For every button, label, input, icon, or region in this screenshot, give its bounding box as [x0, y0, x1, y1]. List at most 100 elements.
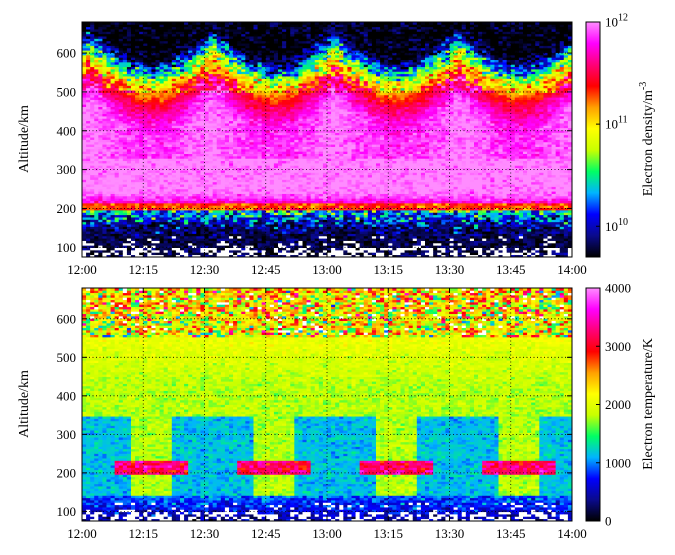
density-heatmap-cell [147, 214, 152, 218]
density-heatmap-cell [192, 195, 197, 199]
density-heatmap-cell [106, 59, 111, 63]
density-heatmap-cell [82, 188, 87, 192]
density-heatmap-cell [98, 146, 103, 150]
density-heatmap-cell [135, 69, 140, 72]
density-heatmap-cell [110, 139, 116, 143]
density-heatmap-cell [175, 54, 181, 58]
density-heatmap-cell [110, 134, 116, 138]
density-heatmap-cell [212, 202, 218, 206]
density-heatmap-cell [131, 163, 136, 166]
density-heatmap-cell [159, 73, 165, 77]
density-heatmap-cell [126, 188, 132, 192]
density-heatmap-cell [122, 38, 128, 42]
density-heatmap-cell [171, 146, 177, 150]
density-heatmap-cell [159, 57, 165, 60]
density-heatmap-cell [122, 45, 128, 49]
density-heatmap-cell [163, 235, 169, 239]
density-heatmap-cell [220, 52, 226, 56]
density-heatmap-cell [278, 120, 283, 124]
density-heatmap-cell [253, 195, 258, 199]
density-heatmap-cell [241, 221, 246, 225]
density-heatmap-cell [147, 99, 152, 103]
density-heatmap-cell [216, 31, 222, 35]
density-heatmap-cell [155, 205, 160, 209]
density-heatmap-cell [131, 69, 136, 72]
density-heatmap-cell [216, 226, 222, 230]
density-heatmap-cell [90, 193, 95, 197]
density-heatmap-cell [110, 69, 116, 72]
density-heatmap-cell [94, 144, 99, 147]
density-heatmap-cell [200, 155, 205, 159]
density-heatmap-cell [151, 160, 156, 164]
density-heatmap-cell [122, 212, 128, 216]
density-heatmap-cell [282, 188, 287, 192]
density-heatmap-cell [171, 233, 177, 237]
density-heatmap-cell [241, 231, 246, 234]
density-heatmap-cell [229, 174, 234, 178]
density-heatmap-cell [106, 174, 111, 178]
density-heatmap-cell [269, 113, 275, 117]
density-heatmap-cell [135, 252, 140, 256]
density-heatmap-cell [273, 29, 279, 32]
density-heatmap-cell [184, 146, 189, 150]
density-heatmap-cell [86, 151, 91, 154]
density-heatmap-cell [122, 76, 128, 79]
density-heatmap-cell [249, 170, 254, 173]
density-heatmap-cell [106, 104, 111, 107]
density-heatmap-cell [212, 249, 218, 253]
density-heatmap-cell [237, 186, 242, 190]
density-heatmap-cell [102, 80, 107, 84]
density-heatmap-cell [192, 151, 197, 154]
density-heatmap-cell [163, 97, 169, 100]
density-heatmap-cell [204, 245, 209, 248]
density-heatmap-cell [224, 146, 230, 150]
density-heatmap-cell [126, 61, 132, 65]
density-heatmap-cell [220, 130, 226, 133]
density-heatmap-cell [208, 226, 214, 230]
density-heatmap-cell [167, 151, 173, 154]
density-heatmap-cell [90, 132, 95, 136]
density-heatmap-cell [126, 111, 132, 115]
density-heatmap-cell [155, 252, 160, 256]
density-heatmap-cell [269, 198, 275, 201]
density-heatmap-cell [196, 132, 201, 136]
density-heatmap-cell [278, 85, 283, 89]
density-heatmap-cell [192, 137, 197, 140]
density-heatmap-cell [237, 54, 242, 58]
density-heatmap-cell [261, 233, 267, 237]
density-heatmap-cell [139, 153, 144, 157]
density-heatmap-cell [147, 47, 152, 51]
density-heatmap-cell [90, 31, 95, 35]
density-heatmap-cell [167, 120, 173, 124]
density-heatmap-cell [273, 252, 279, 256]
density-heatmap-cell [261, 101, 267, 105]
density-heatmap-cell [171, 130, 177, 133]
density-heatmap-cell [114, 153, 120, 157]
density-heatmap-cell [126, 104, 132, 107]
density-heatmap-cell [245, 40, 250, 44]
density-heatmap-cell [269, 111, 275, 115]
density-heatmap-cell [143, 106, 148, 110]
density-heatmap-cell [118, 40, 124, 44]
density-heatmap-cell [265, 249, 271, 253]
density-heatmap-cell [216, 59, 222, 63]
density-heatmap-cell [253, 69, 258, 72]
density-heatmap-cell [229, 106, 234, 110]
density-heatmap-cell [204, 224, 209, 227]
density-heatmap-cell [184, 200, 189, 204]
density-heatmap-cell [82, 219, 87, 223]
density-heatmap-cell [282, 200, 287, 204]
density-heatmap-cell [261, 85, 267, 89]
density-heatmap-cell [122, 207, 128, 211]
density-heatmap-cell [135, 219, 140, 223]
density-heatmap-cell [86, 33, 91, 37]
density-heatmap-cell [167, 134, 173, 138]
density-heatmap-cell [110, 214, 116, 218]
density-heatmap-cell [278, 207, 283, 211]
density-heatmap-cell [229, 188, 234, 192]
density-heatmap-cell [110, 76, 116, 79]
density-heatmap-cell [253, 191, 258, 194]
density-heatmap-cell [184, 158, 189, 162]
density-heatmap-cell [200, 226, 205, 230]
density-heatmap-cell [147, 87, 152, 91]
